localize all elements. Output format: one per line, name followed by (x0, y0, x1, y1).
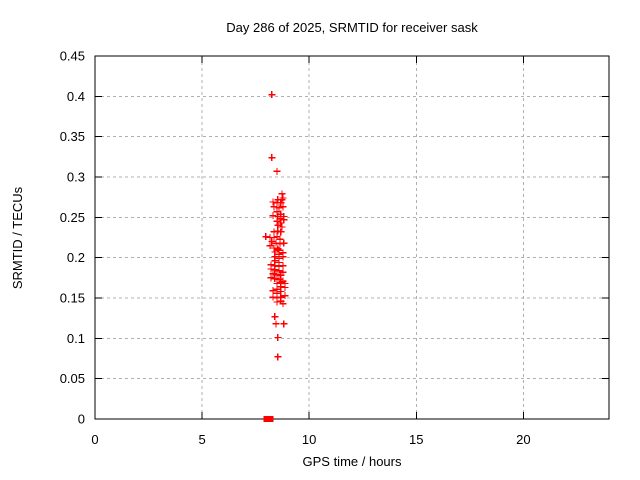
data-point-plus (273, 271, 281, 279)
x-tick-label: 15 (409, 432, 423, 447)
plot-border-layer (94, 55, 610, 420)
y-tick-label: 0.3 (67, 170, 85, 185)
data-point-plus (281, 284, 289, 292)
data-point-plus (277, 199, 285, 207)
x-axis-label: GPS time / hours (303, 454, 402, 469)
y-tick-label: 0.4 (67, 89, 85, 104)
data-point-plus (271, 266, 279, 274)
data-point-plus (268, 238, 276, 246)
data-point-plus (279, 253, 287, 261)
data-point-plus (272, 320, 280, 328)
data-point-plus (266, 242, 274, 250)
data-point-plus (279, 203, 287, 211)
data-point-plus (267, 274, 275, 282)
data-point-plus (275, 267, 283, 275)
tick-mark-layer (94, 55, 609, 420)
chart-title: Day 286 of 2025, SRMTID for receiver sas… (226, 20, 478, 35)
data-point-plus (269, 198, 277, 206)
data-point-plus (278, 223, 286, 231)
data-point-plus (271, 275, 279, 283)
data-point-plus (271, 313, 279, 321)
data-point-plus (273, 298, 281, 306)
y-tick-label: 0.35 (60, 129, 85, 144)
data-point-plus (270, 244, 278, 252)
data-point-plus (277, 271, 285, 279)
y-tick-label: 0.25 (60, 210, 85, 225)
data-point-plus (275, 204, 283, 212)
data-point-plus (280, 239, 288, 247)
data-point-plus (279, 300, 287, 308)
data-point-plus (274, 334, 282, 342)
x-tick-label: 5 (198, 432, 205, 447)
data-point-plus (272, 239, 280, 247)
data-point-plus (269, 270, 277, 278)
data-point-plus (270, 203, 278, 211)
y-tick-label: 0.1 (67, 331, 85, 346)
data-point-plus (279, 262, 287, 270)
data-point-plus (273, 217, 281, 225)
y-tick-label: 0.15 (60, 291, 85, 306)
data-point-plus (280, 320, 288, 328)
data-point-plus (269, 287, 277, 295)
data-point-plus (262, 233, 270, 241)
data-point-plus (276, 240, 284, 248)
data-point-plus (274, 353, 282, 361)
grid-layer (95, 56, 609, 419)
data-point-plus (268, 91, 276, 99)
y-tick-label: 0.45 (60, 49, 85, 64)
data-point-plus (270, 234, 278, 241)
data-point-plus (268, 154, 276, 162)
y-tick-label: 0 (78, 412, 85, 427)
data-point-square (267, 416, 274, 422)
data-point-plus (279, 194, 287, 202)
y-axis-label: SRMTID / TECUs (10, 186, 25, 289)
data-point-plus (273, 208, 281, 216)
data-point-plus (269, 212, 277, 220)
data-point-plus (277, 228, 285, 236)
x-tick-label: 0 (91, 432, 98, 447)
y-tick-label: 0.05 (60, 371, 85, 386)
data-points-layer (262, 91, 289, 422)
x-tick-label: 20 (516, 432, 530, 447)
data-point-plus (273, 167, 281, 175)
y-tick-label: 0.2 (67, 250, 85, 265)
plot-border (94, 55, 610, 420)
tick-label-layer: 0 5 10 15 20 0 0.05 0.1 0.15 0.2 0.25 0.3 0.35 0.4 0.4… (60, 49, 531, 448)
x-tick-label: 10 (302, 432, 316, 447)
data-point-plus (281, 292, 289, 300)
data-point-plus (269, 293, 277, 301)
data-point-plus (267, 265, 275, 273)
